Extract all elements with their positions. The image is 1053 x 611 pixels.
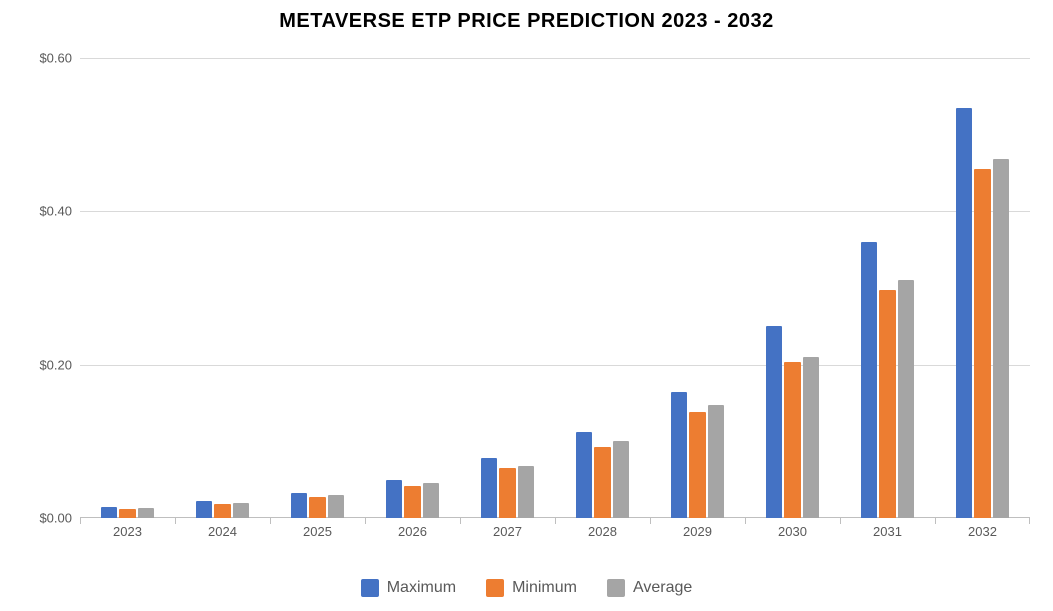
x-tick-mark [365, 518, 366, 524]
chart-title: METAVERSE ETP PRICE PREDICTION 2023 - 20… [0, 10, 1053, 33]
x-tick-label: 2031 [873, 524, 902, 539]
legend-label: Maximum [387, 579, 456, 597]
x-tick-mark [650, 518, 651, 524]
x-tick-mark [555, 518, 556, 524]
x-tick-label: 2029 [683, 524, 712, 539]
bar-average [898, 280, 914, 518]
legend-label: Average [633, 579, 692, 597]
bar-maximum [861, 242, 877, 518]
bar-average [138, 508, 154, 518]
bar-maximum [386, 480, 402, 518]
x-tick-label: 2025 [303, 524, 332, 539]
bar-maximum [766, 326, 782, 518]
bar-maximum [481, 458, 497, 518]
bar-average [708, 405, 724, 518]
y-tick-label: $0.20 [39, 357, 72, 372]
bar-average [803, 357, 819, 518]
legend-label: Minimum [512, 579, 577, 597]
legend: Maximum Minimum Average [0, 579, 1053, 597]
bar-minimum [309, 497, 325, 518]
x-tick-mark [460, 518, 461, 524]
x-tick-mark [745, 518, 746, 524]
bar-maximum [956, 108, 972, 518]
bar-average [993, 159, 1009, 518]
bar-minimum [594, 447, 610, 518]
x-tick-mark [175, 518, 176, 524]
x-tick-mark [1029, 518, 1030, 524]
x-tick-label: 2024 [208, 524, 237, 539]
bar-average [613, 441, 629, 518]
legend-item-maximum: Maximum [361, 579, 456, 597]
legend-swatch [607, 579, 625, 597]
bar-minimum [974, 169, 990, 518]
x-tick-label: 2026 [398, 524, 427, 539]
plot-area: $0.00$0.20$0.40$0.6020232024202520262027… [80, 58, 1030, 518]
bar-maximum [101, 507, 117, 519]
x-tick-label: 2028 [588, 524, 617, 539]
gridline [80, 211, 1030, 212]
x-tick-mark [270, 518, 271, 524]
bar-minimum [879, 290, 895, 518]
x-tick-mark [935, 518, 936, 524]
chart-container: METAVERSE ETP PRICE PREDICTION 2023 - 20… [0, 0, 1053, 611]
x-tick-label: 2023 [113, 524, 142, 539]
bar-maximum [576, 432, 592, 518]
bar-maximum [671, 392, 687, 519]
x-tick-label: 2030 [778, 524, 807, 539]
bar-minimum [689, 412, 705, 518]
legend-swatch [486, 579, 504, 597]
legend-item-minimum: Minimum [486, 579, 577, 597]
x-tick-mark [80, 518, 81, 524]
bar-minimum [784, 362, 800, 518]
y-tick-label: $0.00 [39, 511, 72, 526]
bar-maximum [196, 501, 212, 518]
bar-average [328, 495, 344, 518]
bar-average [423, 483, 439, 518]
bar-minimum [119, 509, 135, 518]
gridline [80, 58, 1030, 59]
x-tick-mark [840, 518, 841, 524]
bar-average [233, 503, 249, 518]
bar-minimum [499, 468, 515, 518]
legend-item-average: Average [607, 579, 692, 597]
y-tick-label: $0.40 [39, 204, 72, 219]
legend-swatch [361, 579, 379, 597]
bar-minimum [214, 504, 230, 518]
x-tick-label: 2032 [968, 524, 997, 539]
x-tick-label: 2027 [493, 524, 522, 539]
bar-average [518, 466, 534, 518]
bar-minimum [404, 486, 420, 518]
bar-maximum [291, 493, 307, 518]
y-tick-label: $0.60 [39, 51, 72, 66]
